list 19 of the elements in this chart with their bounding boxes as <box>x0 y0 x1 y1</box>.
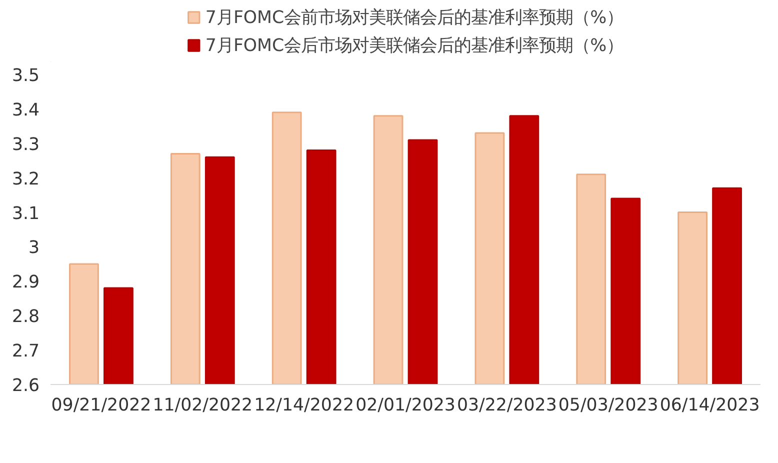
y-tick-label: 3.4 <box>12 100 40 120</box>
y-tick-label: 3.3 <box>12 134 40 155</box>
y-tick-label: 3 <box>28 238 40 258</box>
x-tick-label: 05/03/2023 <box>558 396 658 416</box>
y-tick-label: 2.7 <box>12 342 40 362</box>
y-tick-label: 3.1 <box>12 204 40 224</box>
x-tick-label: 06/14/2023 <box>660 396 760 416</box>
legend-label: 7月FOMC会后市场对美联储会后的基准利率预期（%） <box>205 35 624 57</box>
y-tick-label: 3.2 <box>12 169 40 190</box>
y-tick-label: 2.8 <box>12 307 40 328</box>
x-tick-label: 09/21/2022 <box>51 396 152 416</box>
x-tick-label: 02/01/2023 <box>356 396 456 416</box>
y-tick-label: 2.6 <box>12 376 40 396</box>
x-tick-label: 03/22/2023 <box>456 396 557 416</box>
y-tick-label: 3.5 <box>12 66 40 86</box>
x-tick-label: 11/02/2022 <box>152 396 253 416</box>
legend-label: 7月FOMC会前市场对美联储会后的基准利率预期（%） <box>205 7 624 29</box>
y-tick-label: 2.9 <box>12 272 40 293</box>
x-tick-label: 12/14/2022 <box>254 396 354 416</box>
